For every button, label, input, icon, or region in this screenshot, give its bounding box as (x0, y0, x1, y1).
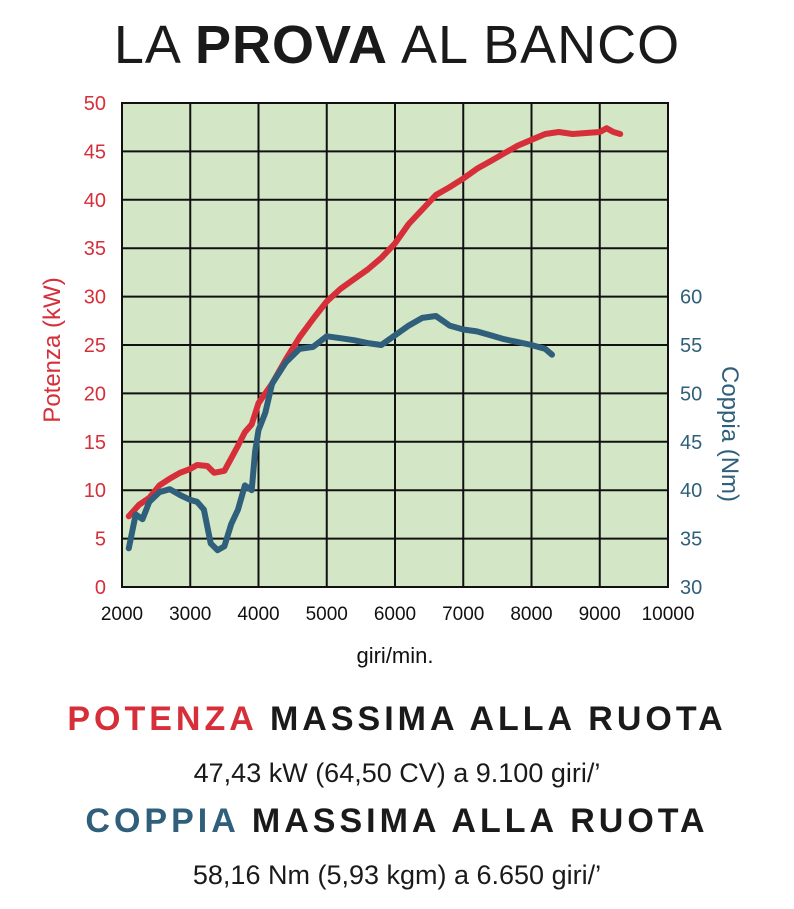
dyno-chart: 2000 3000 4000 5000 6000 7000 8000 9000 10000 0 5 1… (39, 93, 743, 668)
left-y-axis-label: Potenza (kW) (39, 277, 66, 422)
right-y-tick-label: 35 (680, 529, 702, 551)
torque-heading-rest: MASSIMA ALLA RUOTA (238, 802, 709, 840)
power-heading-rest: MASSIMA ALLA RUOTA (256, 700, 727, 738)
x-tick-label: 9000 (579, 604, 621, 625)
title-part-1: LA (113, 15, 195, 75)
power-curve-line (125, 125, 624, 520)
right-y-tick-label: 30 (680, 577, 702, 599)
left-y-tick-label: 40 (84, 190, 106, 212)
power-keyword: POTENZA (67, 700, 257, 738)
torque-curve-line (125, 313, 555, 554)
right-y-tick-label: 60 (680, 287, 702, 309)
right-y-tick-label: 50 (680, 383, 702, 405)
x-tick-label: 4000 (237, 604, 279, 625)
x-tick-label: 2000 (101, 604, 143, 625)
left-y-tick-label: 10 (84, 480, 106, 502)
torque-keyword: COPPIA (85, 802, 239, 840)
x-tick-label: 5000 (306, 604, 348, 625)
x-tick-label: 6000 (374, 604, 416, 625)
right-y-tick-label: 45 (680, 432, 702, 454)
power-summary-detail: 47,43 kW (64,50 CV) a 9.100 giri/’ (193, 758, 601, 788)
power-summary-heading: POTENZA MASSIMA ALLA RUOTA (0, 700, 794, 739)
right-y-tick-label: 55 (680, 335, 702, 357)
left-y-tick-label: 15 (84, 432, 106, 454)
x-tick-label: 7000 (442, 604, 484, 625)
left-y-tick-label: 0 (95, 577, 106, 599)
left-y-tick-label: 50 (84, 93, 106, 115)
x-tick-label: 10000 (642, 604, 695, 625)
plot-frame (121, 102, 669, 588)
title-part-3: AL BANCO (388, 15, 681, 75)
torque-summary-heading: COPPIA MASSIMA ALLA RUOTA (0, 802, 794, 841)
left-y-tick-label: 25 (84, 335, 106, 357)
left-y-tick-label: 30 (84, 287, 106, 309)
title-part-2-bold: PROVA (194, 15, 388, 75)
x-tick-label: 8000 (510, 604, 552, 625)
x-axis-label: giri/min. (356, 643, 433, 668)
left-y-tick-label: 5 (95, 529, 106, 551)
x-tick-label: 3000 (169, 604, 211, 625)
left-y-tick-label: 35 (84, 238, 106, 260)
page-title: LA PROVA AL BANCO (0, 14, 794, 76)
right-y-tick-label: 40 (680, 480, 702, 502)
right-y-axis-label: Coppia (Nm) (716, 366, 743, 502)
left-y-tick-label: 20 (84, 383, 106, 405)
left-y-tick-label: 45 (84, 141, 106, 163)
torque-summary-detail: 58,16 Nm (5,93 kgm) a 6.650 giri/’ (192, 860, 602, 890)
